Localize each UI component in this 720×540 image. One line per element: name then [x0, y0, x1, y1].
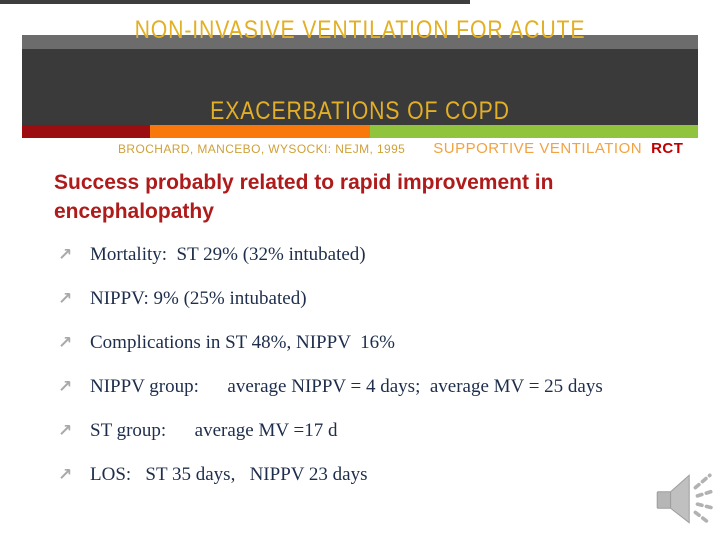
bullet-text: NIPPV group: average NIPPV = 4 days; ave… — [90, 376, 603, 397]
stripe-red-segment — [22, 125, 150, 138]
study-design-badge: RCT — [651, 140, 684, 157]
bullet-row: ↗ Complications in ST 48%, NIPPV 16% — [58, 332, 678, 354]
bullet-text: ST group: average MV =17 d — [90, 420, 338, 441]
ne-arrow-icon: ↗ — [58, 421, 73, 441]
ne-arrow-icon: ↗ — [58, 245, 73, 265]
bullet-row: ↗ Mortality: ST 29% (32% intubated) — [58, 244, 678, 266]
slide-title-line2: EXACERBATIONS OF COPD — [210, 97, 510, 125]
top-accent-strip — [0, 0, 470, 4]
bullet-text: Mortality: ST 29% (32% intubated) — [90, 244, 366, 265]
study-label: SUPPORTIVE VENTILATION — [433, 140, 643, 157]
bullet-row: ↗ ST group: average MV =17 d — [58, 420, 678, 442]
bullet-row: ↗ LOS: ST 35 days, NIPPV 23 days — [58, 464, 678, 486]
ne-arrow-icon: ↗ — [58, 333, 73, 353]
bullet-text: Complications in ST 48%, NIPPV 16% — [90, 332, 395, 353]
stripe-green-segment — [370, 125, 698, 138]
ne-arrow-icon: ↗ — [58, 377, 73, 397]
ne-arrow-icon: ↗ — [58, 289, 73, 309]
banner-gray-bar — [22, 35, 698, 49]
ne-arrow-icon: ↗ — [58, 465, 73, 485]
bullet-row: ↗ NIPPV: 9% (25% intubated) — [58, 288, 678, 310]
bullet-text: NIPPV: 9% (25% intubated) — [90, 288, 307, 309]
audio-speaker-icon[interactable] — [650, 466, 716, 532]
citation-line: BROCHARD, MANCEBO, WYSOCKI: NEJM, 1995 S… — [118, 140, 683, 157]
bullet-text: LOS: ST 35 days, NIPPV 23 days — [90, 464, 368, 485]
slide-title-line1: NON-INVASIVE VENTILATION FOR ACUTE — [134, 16, 586, 44]
bullet-list: ↗ Mortality: ST 29% (32% intubated) ↗ NI… — [58, 244, 678, 508]
citation-text: BROCHARD, MANCEBO, WYSOCKI: NEJM, 1995 — [118, 142, 406, 156]
stripe-orange-segment — [150, 125, 370, 138]
content-heading: Success probably related to rapid improv… — [54, 171, 554, 223]
title-banner — [22, 49, 698, 125]
accent-stripe — [22, 125, 698, 138]
bullet-row: ↗ NIPPV group: average NIPPV = 4 days; a… — [58, 376, 678, 398]
